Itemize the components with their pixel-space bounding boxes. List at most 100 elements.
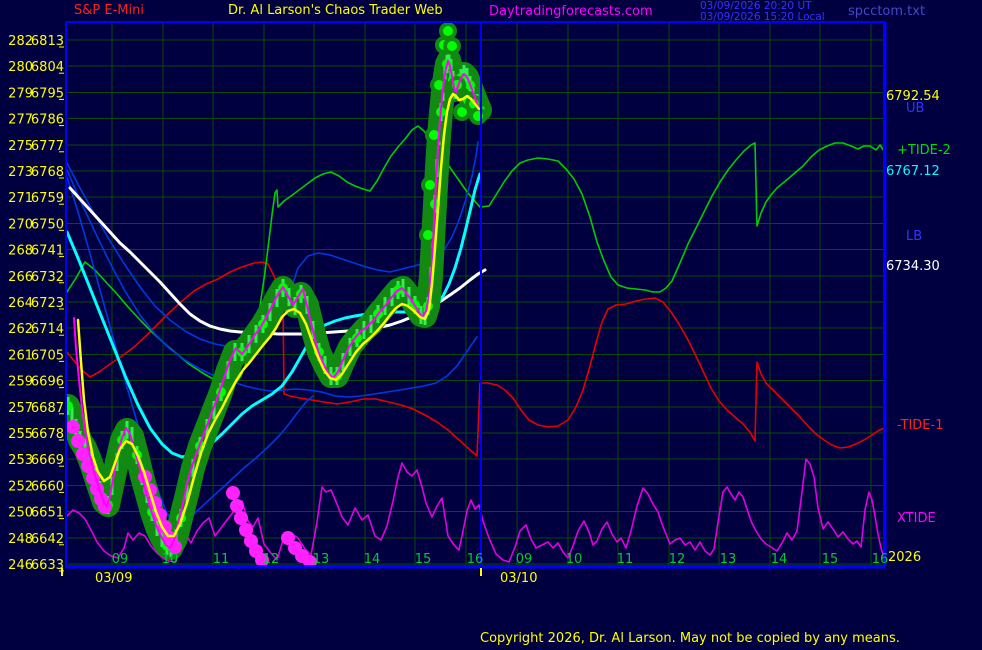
price-axis-alt-label: 275 (8, 139, 33, 154)
timestamp-local: 03/09/2026 15:20 Local (700, 11, 825, 23)
price-axis-label: 6777 (31, 139, 64, 154)
hour-label: 15 (822, 552, 839, 567)
site-link[interactable]: Daytradingforecasts.com (489, 4, 653, 19)
tide2-green (66, 125, 884, 388)
band-mid-blue (66, 169, 478, 398)
hour-label: 13 (313, 552, 330, 567)
hour-label: 13 (720, 552, 737, 567)
hour-label: 11 (213, 552, 230, 567)
hour-label: 10 (566, 552, 583, 567)
price-axis-label: 6705 (31, 348, 64, 363)
spike-blob-core (429, 130, 439, 140)
price-axis-alt-label: 255 (8, 427, 33, 442)
price-magenta (73, 60, 480, 549)
xtide-legend-label: XTIDE (897, 511, 936, 526)
price-blob (66, 401, 73, 411)
symbol-label: S&P E-Mini (74, 3, 144, 18)
date-label: 03/09 (95, 571, 132, 586)
swing-low-dot (303, 555, 317, 566)
spike-blob-core (425, 180, 435, 190)
grid (66, 22, 884, 566)
price-axis-label: 6696 (31, 375, 64, 390)
swing-low-dot (226, 486, 240, 500)
hour-label: 16 (872, 552, 889, 567)
year-label: 2026 (888, 550, 922, 565)
hour-label: 09 (516, 552, 533, 567)
price-axis-label: 6651 (31, 506, 64, 521)
swing-low-dot (66, 420, 80, 434)
avg-yellow (76, 92, 481, 538)
hour-label: 10 (162, 552, 179, 567)
price-axis-label: 6795 (31, 86, 64, 101)
price-axis-label: 6741 (31, 244, 64, 259)
plot-border (61, 21, 887, 576)
hour-label: 12 (669, 552, 686, 567)
price-axis-label: 6669 (31, 453, 64, 468)
tide2-legend-label: +TIDE-2 (897, 143, 951, 158)
xtide-oscillator (66, 458, 884, 563)
hour-label: 09 (112, 552, 129, 567)
price-axis-label: 6759 (31, 191, 64, 206)
spike-blob-core (434, 80, 444, 90)
swing-low-dot (255, 553, 269, 566)
price-axis-alt-label: 261 (8, 348, 33, 363)
price-axis-label: 6714 (31, 322, 64, 337)
swing-low-dot (234, 511, 248, 525)
price-axis-alt-label: 250 (8, 506, 33, 521)
price-axis-alt-label: 253 (8, 453, 33, 468)
price-axis-label: 6732 (31, 270, 64, 285)
price-axis-alt-label: 268 (8, 244, 33, 259)
price-axis-label: 6786 (31, 113, 64, 128)
hour-label: 12 (263, 552, 280, 567)
data-file-link[interactable]: spcctom.txt (848, 4, 926, 19)
price-axis-alt-label: 246 (8, 558, 33, 573)
lb-band-label: LB (906, 229, 923, 244)
cyan-ma-readout: 6767.12 (886, 164, 940, 179)
price-axis-label: 6804 (31, 60, 64, 75)
indicator-series (66, 22, 884, 566)
price-envelope (66, 22, 492, 560)
price-axis-alt-label: 273 (8, 165, 33, 180)
price-axis-label: 6768 (31, 165, 64, 180)
price-axis-alt-label: 277 (8, 113, 33, 128)
price-axis-alt-label: 266 (8, 270, 33, 285)
last-price-readout: 6792.54 (886, 89, 940, 104)
swing-low-dot (281, 531, 295, 545)
price-axis-label: 6813 (31, 34, 64, 49)
tide1-legend-label: -TIDE-1 (897, 418, 944, 433)
swing-low-dot (230, 499, 244, 513)
price-axis-alt-label: 279 (8, 86, 33, 101)
hour-label: 11 (617, 552, 634, 567)
cyan-ma (66, 172, 482, 459)
price-axis-alt-label: 257 (8, 401, 33, 416)
price-axis-alt-label: 252 (8, 479, 33, 494)
price-axis-alt-label: 280 (8, 60, 33, 75)
page-title: Dr. Al Larson's Chaos Trader Web (228, 3, 443, 18)
copyright-notice: Copyright 2026, Dr. Al Larson. May not b… (480, 631, 900, 646)
price-axis-alt-label: 259 (8, 375, 33, 390)
timestamp-ut: 03/09/2026 20:20 UT (700, 0, 812, 12)
price-axis-label: 6678 (31, 427, 64, 442)
spike-blob-core (457, 107, 467, 117)
white-ma-readout: 6734.30 (886, 259, 940, 274)
price-axis-alt-label: 248 (8, 532, 33, 547)
hour-label: 16 (467, 552, 484, 567)
price-axis-label: 6660 (31, 479, 64, 494)
price-axis-label: 6723 (31, 296, 64, 311)
axis-labels: 2826813280680427967952776786275677727367… (8, 34, 888, 586)
price-axis-label: 6750 (31, 217, 64, 232)
price-axis-label: 6687 (31, 401, 64, 416)
price-axis-alt-label: 271 (8, 191, 33, 206)
hour-label: 15 (415, 552, 432, 567)
spike-blob-core (447, 41, 457, 51)
price-axis-alt-label: 264 (8, 296, 33, 311)
swing-low-dot (76, 447, 90, 461)
tide1-red (66, 261, 884, 457)
price-axis-alt-label: 270 (8, 217, 33, 232)
date-label: 03/10 (500, 571, 537, 586)
spike-blob-core (423, 230, 433, 240)
price-axis-alt-label: 262 (8, 322, 33, 337)
hour-label: 14 (771, 552, 788, 567)
